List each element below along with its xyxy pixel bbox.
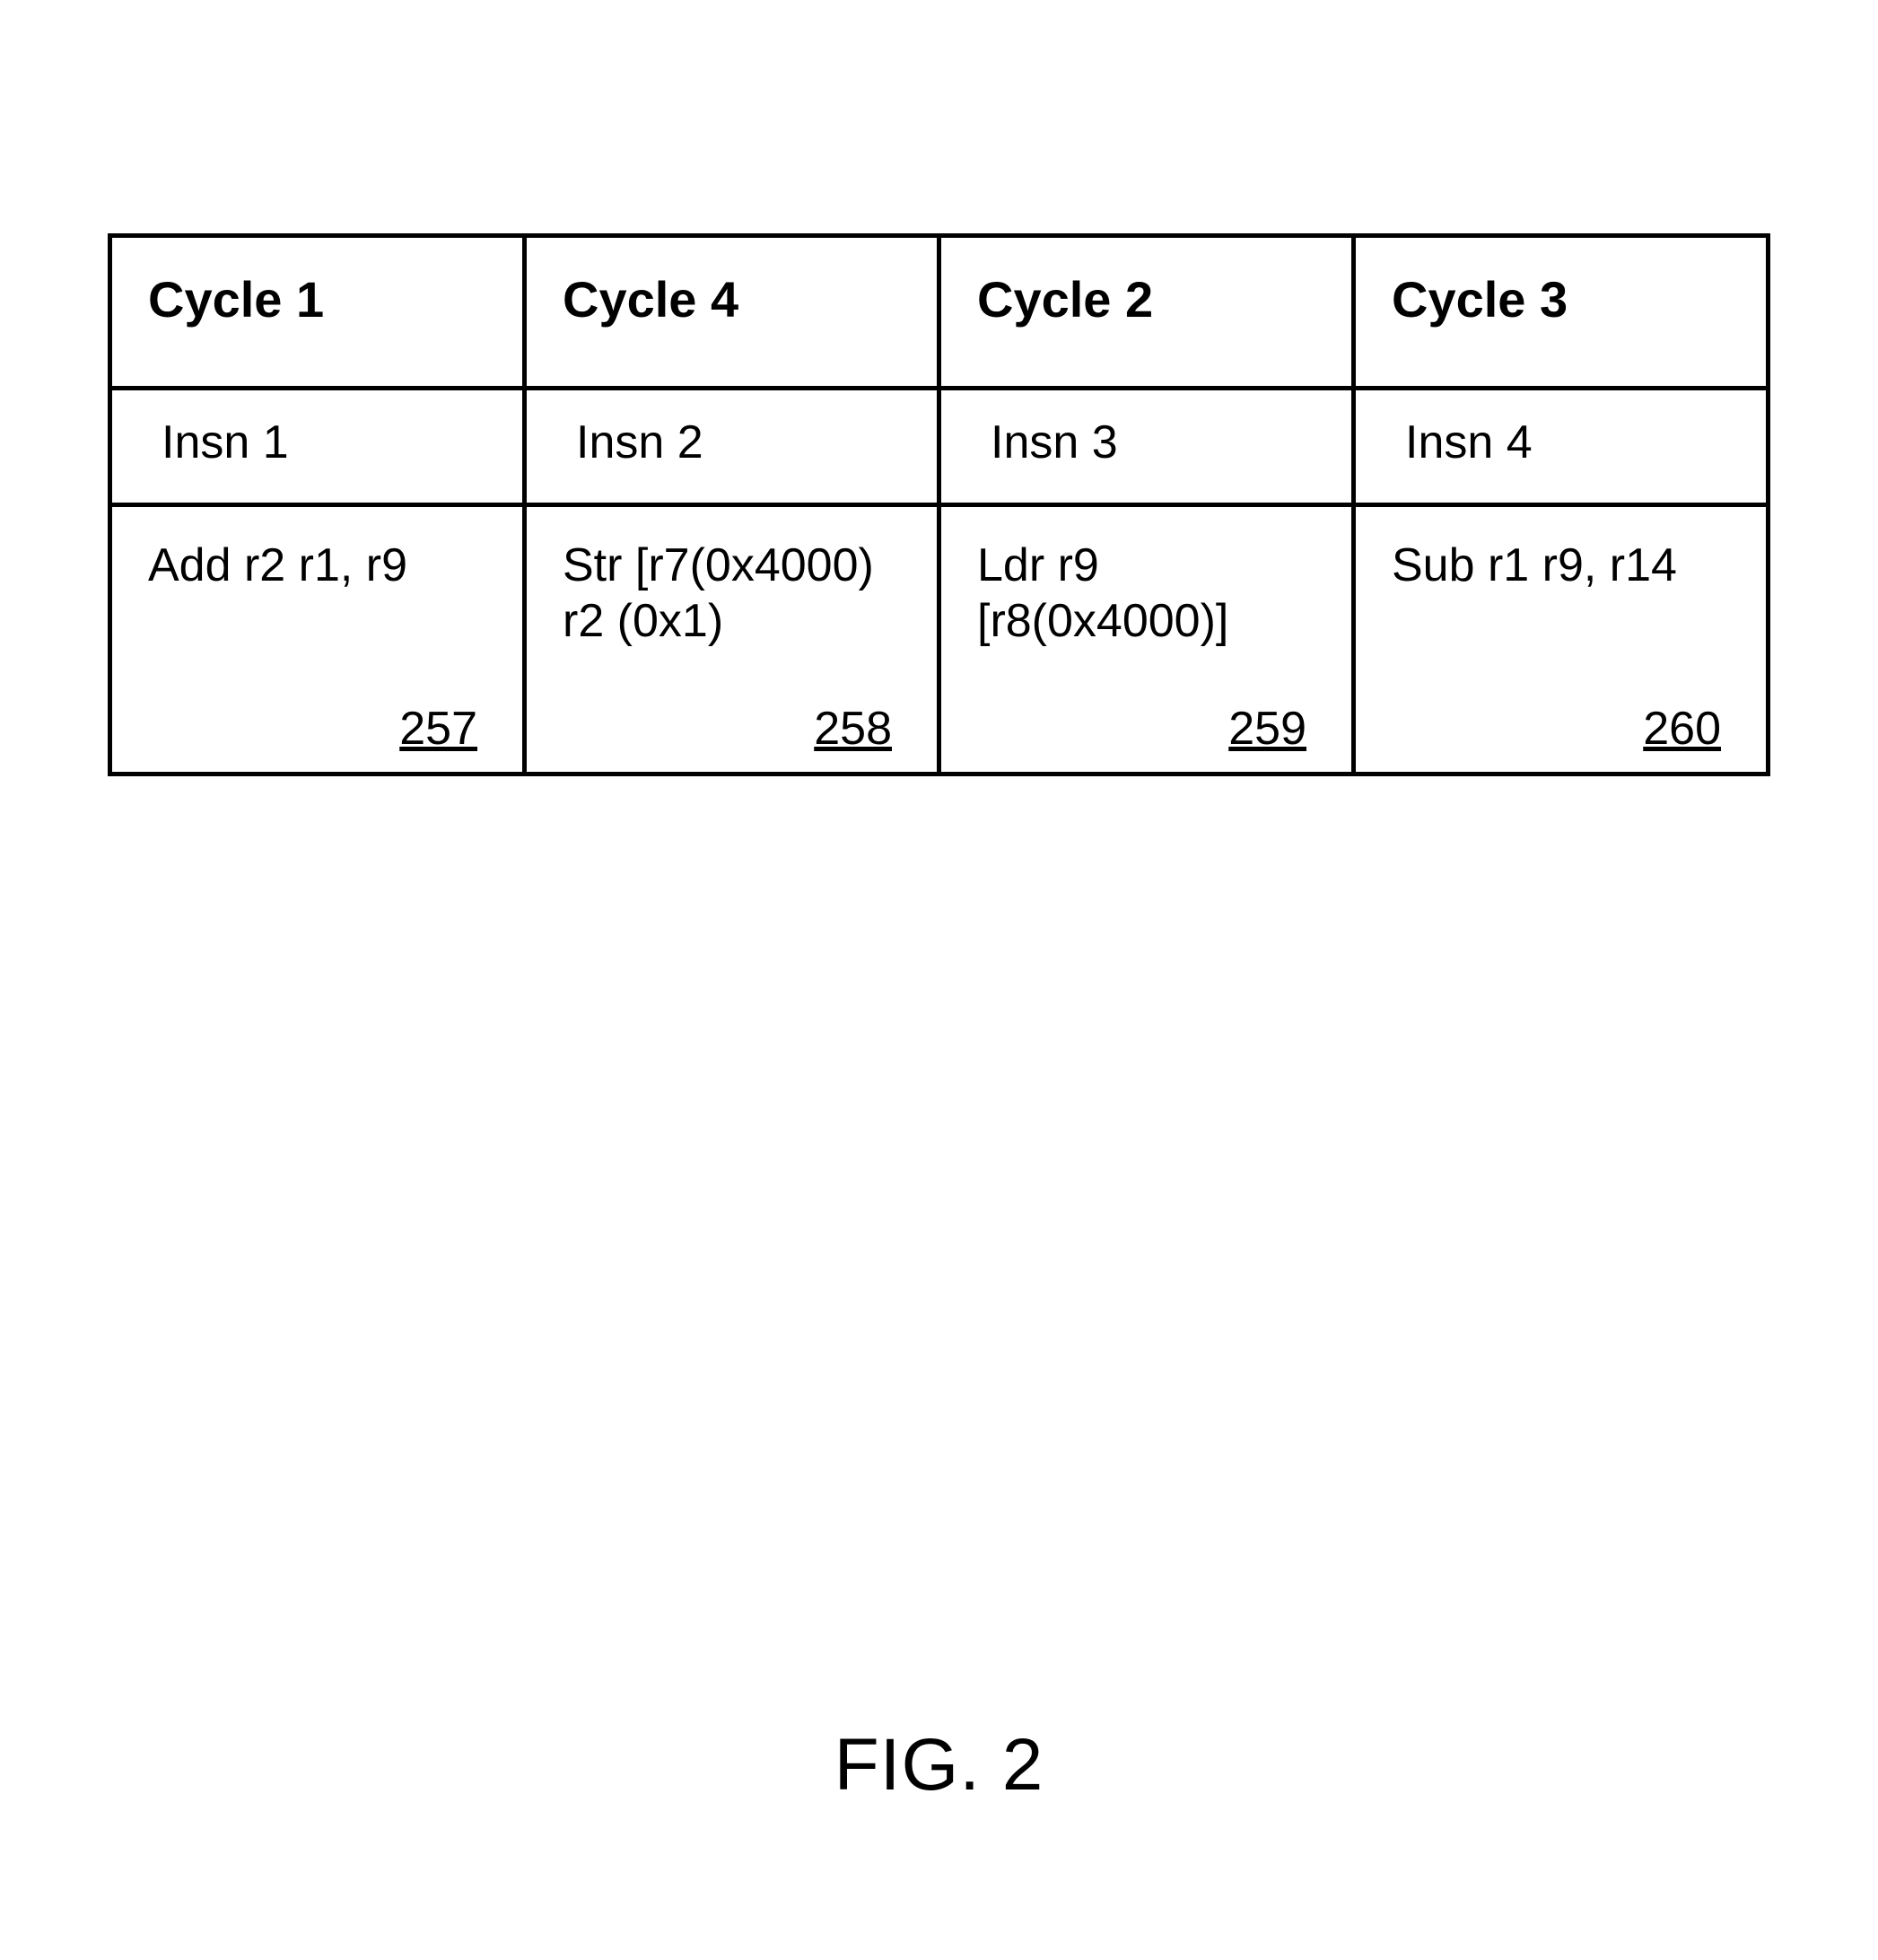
figure-caption: FIG. 2 [0, 1723, 1878, 1807]
cycle-label: Cycle 4 [563, 271, 738, 328]
insn-label: Insn 1 [162, 416, 289, 468]
code-cell: Str [r7(0x4000) r2 (0x1) 258 [525, 505, 939, 774]
code-row: Add r2 r1, r9 257 Str [r7(0x4000) r2 (0x… [110, 505, 1769, 774]
insn-row: Insn 1 Insn 2 Insn 3 Insn 4 [110, 389, 1769, 505]
cycle-cell: Cycle 2 [939, 236, 1354, 389]
reference-number: 260 [1643, 702, 1721, 756]
insn-label: Insn 2 [576, 416, 703, 468]
insn-cell: Insn 4 [1354, 389, 1769, 505]
cycle-row: Cycle 1 Cycle 4 Cycle 2 Cycle 3 [110, 236, 1769, 389]
code-text: Str [r7(0x4000) r2 (0x1) [563, 538, 910, 650]
instruction-table: Cycle 1 Cycle 4 Cycle 2 Cycle 3 Insn 1 I… [108, 233, 1770, 776]
reference-number: 258 [814, 702, 892, 756]
figure-page: Cycle 1 Cycle 4 Cycle 2 Cycle 3 Insn 1 I… [0, 0, 1878, 1960]
code-cell: Ldr r9 [r8(0x4000)] 259 [939, 505, 1354, 774]
cycle-cell: Cycle 4 [525, 236, 939, 389]
code-cell: Sub r1 r9, r14 260 [1354, 505, 1769, 774]
insn-cell: Insn 1 [110, 389, 525, 505]
cycle-label: Cycle 2 [977, 271, 1153, 328]
cycle-cell: Cycle 1 [110, 236, 525, 389]
insn-cell: Insn 3 [939, 389, 1354, 505]
insn-label: Insn 3 [991, 416, 1118, 468]
cycle-label: Cycle 3 [1392, 271, 1568, 328]
reference-number: 257 [399, 702, 477, 756]
code-text: Ldr r9 [r8(0x4000)] [977, 538, 1324, 650]
insn-label: Insn 4 [1405, 416, 1533, 468]
cycle-label: Cycle 1 [148, 271, 324, 328]
cycle-cell: Cycle 3 [1354, 236, 1769, 389]
code-text: Add r2 r1, r9 [148, 538, 495, 593]
insn-cell: Insn 2 [525, 389, 939, 505]
reference-number: 259 [1228, 702, 1306, 756]
code-text: Sub r1 r9, r14 [1392, 538, 1739, 593]
code-cell: Add r2 r1, r9 257 [110, 505, 525, 774]
